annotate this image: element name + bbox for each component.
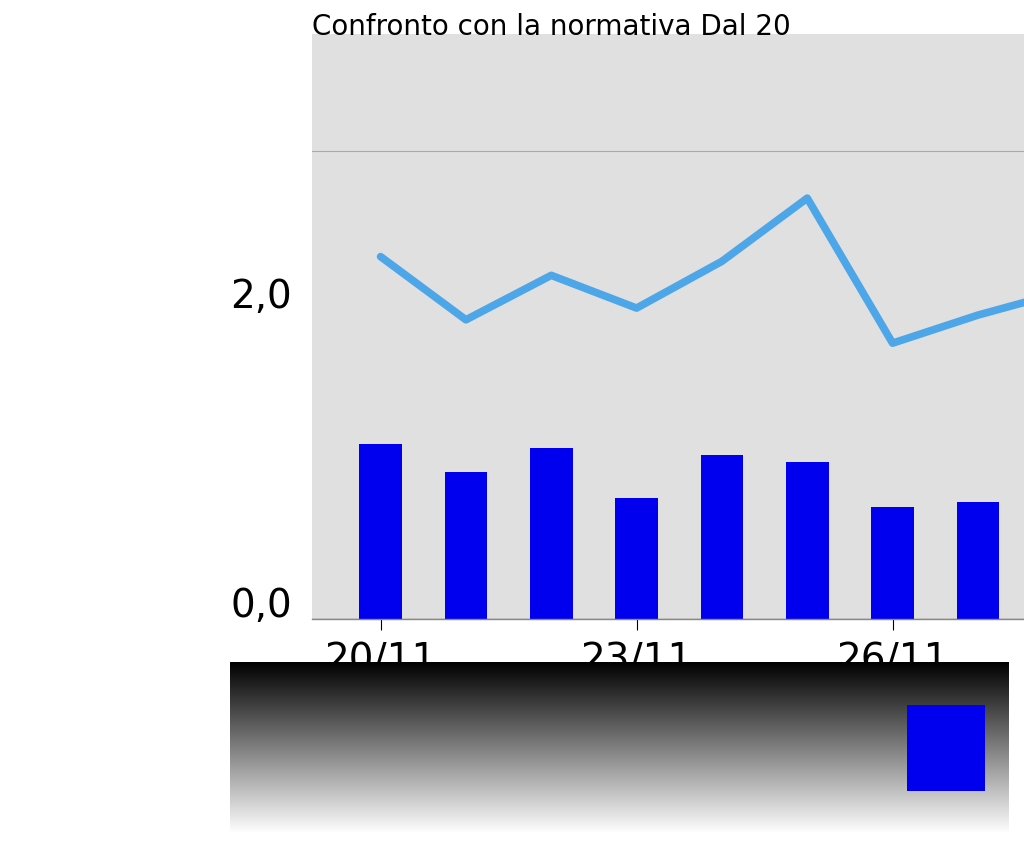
Bar bbox=[786, 463, 828, 619]
Bar bbox=[907, 705, 985, 791]
Bar bbox=[615, 498, 657, 619]
Bar bbox=[871, 507, 913, 619]
Bar bbox=[700, 456, 743, 619]
Bar bbox=[956, 502, 999, 619]
Bar bbox=[444, 472, 487, 619]
Text: 2,0: 2,0 bbox=[230, 278, 292, 316]
Text: Confronto con la normativa Dal 20: Confronto con la normativa Dal 20 bbox=[312, 13, 792, 41]
Bar bbox=[530, 448, 572, 619]
Bar bbox=[359, 444, 401, 619]
Text: 0,0: 0,0 bbox=[230, 587, 292, 625]
